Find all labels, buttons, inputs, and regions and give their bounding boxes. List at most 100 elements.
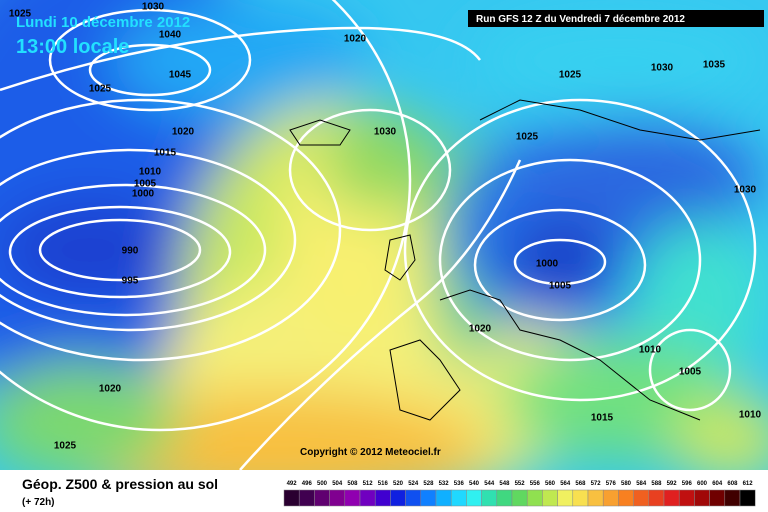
scale-label: 512 xyxy=(363,481,374,487)
isobar-label: 1000 xyxy=(132,189,155,200)
scale-swatch xyxy=(557,489,574,507)
scale-label: 536 xyxy=(454,481,465,487)
date: Lundi 10 décembre 2012 xyxy=(16,14,190,31)
scale-label: 584 xyxy=(636,481,647,487)
copyright: Copyright © 2012 Meteociel.fr xyxy=(300,447,441,458)
run-box xyxy=(468,10,764,27)
isobar-label: 995 xyxy=(122,276,139,287)
scale-swatch xyxy=(602,489,619,507)
isobar-label: 1020 xyxy=(172,127,195,138)
scale-label: 528 xyxy=(423,481,434,487)
scale-swatch xyxy=(678,489,695,507)
scale-label: 604 xyxy=(712,481,723,487)
isobar-label: 1010 xyxy=(739,410,762,421)
scale-label: 532 xyxy=(439,481,450,487)
isobar-label: 1025 xyxy=(9,9,32,20)
isobar-label: 1010 xyxy=(139,167,162,178)
scale-swatch xyxy=(648,489,665,507)
color-scale: 492 496 500 504 508 512 516 520 524 528 532 536 540 5… xyxy=(283,481,756,507)
isobar-label: 1020 xyxy=(99,384,122,395)
scale-swatch xyxy=(663,489,680,507)
scale-swatch xyxy=(511,489,528,507)
isobar-label: 1000 xyxy=(536,259,559,270)
isobars xyxy=(0,0,757,470)
scale-swatch xyxy=(420,489,437,507)
isobar-label: 1005 xyxy=(134,179,157,190)
scale-swatch xyxy=(618,489,634,507)
scale-label: 500 xyxy=(317,481,328,487)
scale-label: 504 xyxy=(332,481,343,487)
isobar-label: 1030 xyxy=(142,2,165,13)
scale-swatch xyxy=(587,489,604,507)
isobar-label: 1025 xyxy=(559,70,582,81)
scale-label: 608 xyxy=(727,481,738,487)
scale-swatch xyxy=(344,489,361,507)
scale-label: 496 xyxy=(302,481,313,487)
scale-swatch xyxy=(633,489,650,507)
isobar-labels: 1025103010401045102510201015101010051000… xyxy=(9,2,762,452)
isobar-label: 1035 xyxy=(703,60,726,71)
scale-swatch xyxy=(298,489,315,507)
isobar-label: 1015 xyxy=(591,413,614,424)
scale-label: 588 xyxy=(651,481,662,487)
scale-swatch xyxy=(374,489,391,507)
scale-swatch xyxy=(526,489,543,507)
scale-swatch xyxy=(283,489,300,507)
isobar-label: 1020 xyxy=(344,34,367,45)
isobar-label: 1015 xyxy=(154,148,177,159)
scale-swatch xyxy=(405,489,422,507)
isobar-label: 1030 xyxy=(651,63,674,74)
scale-label: 612 xyxy=(743,481,754,487)
scale-label: 560 xyxy=(545,481,556,487)
scale-label: 508 xyxy=(347,481,358,487)
scale-label: 552 xyxy=(515,481,526,487)
scale-label: 572 xyxy=(591,481,602,487)
scale-label: 600 xyxy=(697,481,708,487)
footer-lead: (+ 72h) xyxy=(22,497,55,508)
scale-label: 576 xyxy=(606,481,617,487)
scale-label: 596 xyxy=(682,481,693,487)
scale-swatch xyxy=(450,489,467,507)
isobar-label: 1005 xyxy=(549,281,572,292)
scale-swatch xyxy=(724,489,741,507)
scale-swatch xyxy=(359,489,376,507)
scale-swatch xyxy=(481,489,498,507)
isobar-label: 990 xyxy=(122,246,139,257)
isobar-label: 1005 xyxy=(679,367,702,378)
scale-label: 580 xyxy=(621,481,632,487)
scale-swatch xyxy=(435,489,452,507)
isobar-label: 1020 xyxy=(469,324,492,335)
scale-label: 520 xyxy=(393,481,404,487)
scale-label: 568 xyxy=(575,481,586,487)
time: 13:00 locale xyxy=(16,36,129,58)
footer-title: Géop. Z500 & pression au sol xyxy=(22,476,218,492)
scale-label: 592 xyxy=(667,481,678,487)
scale-label: 524 xyxy=(408,481,419,487)
isobar-label: 1025 xyxy=(54,441,77,452)
scale-swatch xyxy=(314,489,330,507)
isobar-label: 1040 xyxy=(159,30,182,41)
coastlines xyxy=(289,99,761,421)
scale-swatch xyxy=(329,489,346,507)
scale-swatch xyxy=(694,489,710,507)
scale-label: 516 xyxy=(378,481,389,487)
scale-label: 564 xyxy=(560,481,571,487)
isobar-label: 1030 xyxy=(374,127,397,138)
scale-label: 548 xyxy=(499,481,510,487)
isobar-label: 1010 xyxy=(639,345,662,356)
scale-label: 540 xyxy=(469,481,480,487)
scale-label: 492 xyxy=(287,481,298,487)
scale-swatch xyxy=(739,489,756,507)
scale-swatch xyxy=(496,489,513,507)
scale-swatch xyxy=(572,489,589,507)
scale-label: 556 xyxy=(530,481,541,487)
run-info: Run GFS 12 Z du Vendredi 7 décembre 2012 xyxy=(476,14,685,25)
scale-swatch xyxy=(542,489,558,507)
scale-swatch xyxy=(390,489,406,507)
isobar-label: 1045 xyxy=(169,70,192,81)
isobar-label: 1025 xyxy=(89,84,112,95)
isobar-label: 1030 xyxy=(734,185,757,196)
scale-swatch xyxy=(466,489,482,507)
